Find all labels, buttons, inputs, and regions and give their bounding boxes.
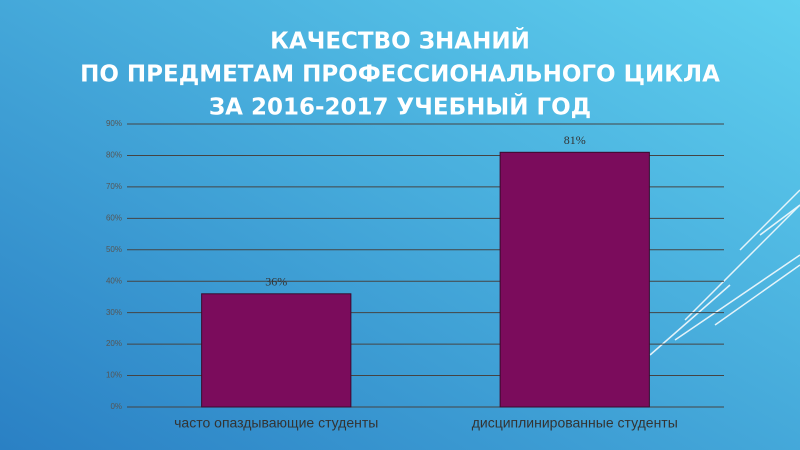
bar	[201, 293, 352, 408]
value-label: 81%	[564, 133, 586, 147]
bar	[499, 151, 650, 408]
x-tick-label: дисциплинированные студенты	[472, 415, 678, 431]
y-tick-label: 80%	[106, 151, 122, 160]
y-tick-label: 0%	[110, 402, 122, 411]
value-label: 36%	[265, 275, 287, 289]
y-tick-label: 10%	[106, 371, 122, 380]
x-tick-label: часто опаздывающие студенты	[174, 415, 378, 431]
chart-title: КАЧЕСТВО ЗНАНИЙ	[270, 27, 530, 55]
decoration	[649, 189, 800, 356]
chart-title: ЗА 2016-2017 УЧЕБНЫЙ ГОД	[209, 93, 591, 121]
y-tick-label: 20%	[106, 339, 122, 348]
y-tick-label: 30%	[106, 308, 122, 317]
y-tick-label: 70%	[106, 182, 122, 191]
y-tick-label: 50%	[106, 245, 122, 254]
y-tick-label: 90%	[106, 119, 122, 128]
chart-title: ПО ПРЕДМЕТАМ ПРОФЕССИОНАЛЬНОГО ЦИКЛА	[80, 62, 720, 88]
y-tick-label: 40%	[106, 276, 122, 285]
y-tick-label: 60%	[106, 213, 122, 222]
